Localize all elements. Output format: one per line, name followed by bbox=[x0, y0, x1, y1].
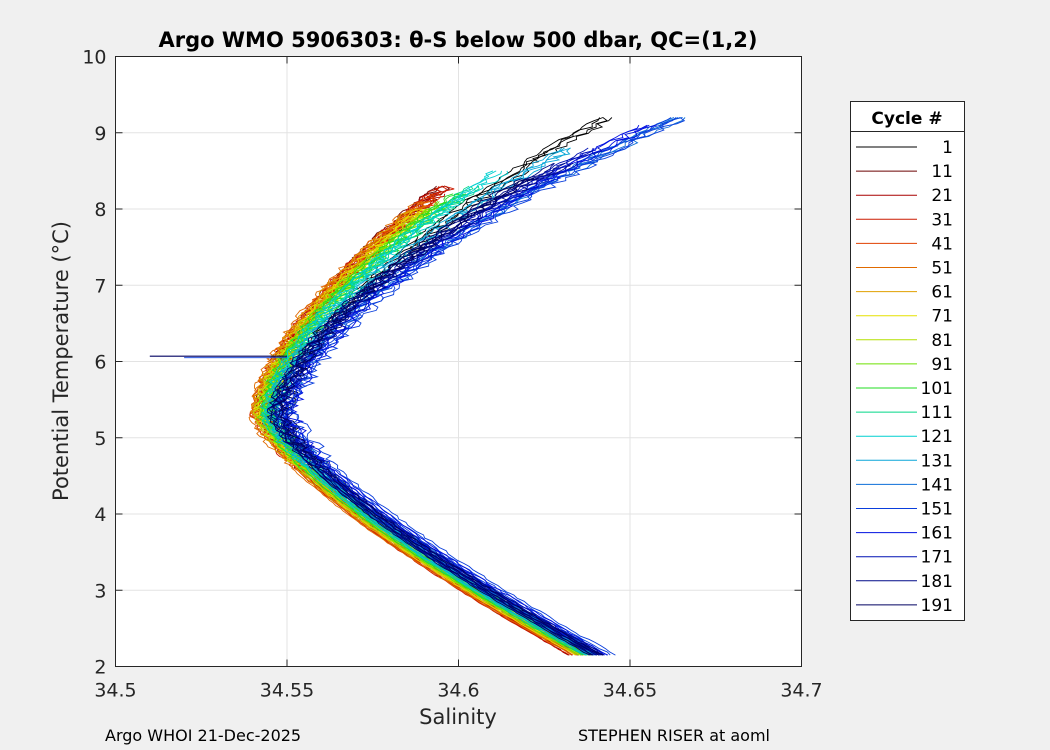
legend-label-41: 41 bbox=[931, 234, 953, 254]
curve-cycle-151 bbox=[291, 117, 686, 656]
legend-label-131: 131 bbox=[921, 451, 953, 471]
legend: Cycle # 11121314151617181911011111211311… bbox=[850, 101, 965, 621]
curve-cycle-191 bbox=[266, 178, 591, 656]
legend-label-91: 91 bbox=[931, 355, 953, 375]
legend-label-71: 71 bbox=[931, 307, 953, 327]
y-tick-label: 2 bbox=[94, 657, 106, 679]
legend-label-161: 161 bbox=[921, 524, 953, 544]
y-tick-labels: 2 3 4 5 6 7 8 9 10 bbox=[82, 47, 106, 679]
x-tick-label: 34.65 bbox=[603, 680, 657, 702]
x-tick-label: 34.6 bbox=[437, 680, 479, 702]
legend-label-1: 1 bbox=[942, 138, 953, 158]
curve-cycle-191 bbox=[270, 178, 594, 656]
legend-label-141: 141 bbox=[921, 475, 953, 495]
x-tick-labels: 34.5 34.55 34.6 34.65 34.7 bbox=[94, 680, 822, 702]
x-axis-label: Salinity bbox=[419, 705, 497, 729]
y-tick-label: 5 bbox=[94, 428, 106, 450]
x-tick-label: 34.7 bbox=[780, 680, 822, 702]
legend-label-61: 61 bbox=[931, 283, 953, 303]
legend-label-191: 191 bbox=[921, 596, 953, 616]
y-axis-label: Potential Temperature (°C) bbox=[49, 221, 73, 501]
legend-label-31: 31 bbox=[931, 210, 953, 230]
curve-cycle-161 bbox=[284, 124, 650, 656]
y-tick-label: 6 bbox=[94, 352, 106, 374]
footer-right: STEPHEN RISER at aoml bbox=[578, 726, 770, 745]
y-tick-label: 8 bbox=[94, 199, 106, 221]
curve-cycle-91 bbox=[256, 201, 580, 656]
grid-lines bbox=[115, 56, 802, 667]
legend-label-111: 111 bbox=[921, 403, 953, 423]
legend-label-21: 21 bbox=[931, 186, 953, 206]
legend-title: Cycle # bbox=[871, 109, 942, 129]
curve-cycle-51 bbox=[248, 200, 572, 656]
legend-label-181: 181 bbox=[921, 572, 953, 592]
y-tick-label: 7 bbox=[94, 275, 106, 297]
y-tick-label: 3 bbox=[94, 580, 106, 602]
legend-box bbox=[850, 101, 965, 621]
tick-marks bbox=[115, 56, 802, 667]
curve-cycle-191 bbox=[277, 178, 603, 656]
series-191 bbox=[266, 178, 603, 656]
x-tick-label: 34.5 bbox=[94, 680, 136, 702]
legend-label-171: 171 bbox=[921, 548, 953, 568]
legend-label-51: 51 bbox=[931, 259, 953, 279]
x-tick-label: 34.55 bbox=[260, 680, 314, 702]
legend-items: 1112131415161718191101111121131141151161… bbox=[856, 138, 953, 616]
curve-cycle-101 bbox=[259, 193, 584, 656]
legend-label-101: 101 bbox=[921, 379, 953, 399]
y-tick-label: 10 bbox=[82, 47, 106, 69]
chart-title: Argo WMO 5906303: θ-S below 500 dbar, QC… bbox=[159, 28, 758, 52]
legend-label-151: 151 bbox=[921, 500, 953, 520]
footer-left: Argo WHOI 21-Dec-2025 bbox=[105, 726, 301, 745]
legend-label-81: 81 bbox=[931, 331, 953, 351]
curve-cycle-181 bbox=[278, 162, 604, 656]
y-tick-label: 9 bbox=[94, 123, 106, 145]
curve-cycle-181 bbox=[270, 162, 597, 656]
curve-cycle-61 bbox=[249, 208, 577, 656]
data-curves bbox=[149, 117, 686, 656]
legend-label-121: 121 bbox=[921, 427, 953, 447]
legend-label-11: 11 bbox=[931, 162, 953, 182]
curve-cycle-121 bbox=[260, 170, 588, 656]
curve-cycle-161 bbox=[285, 124, 657, 656]
y-tick-label: 4 bbox=[94, 504, 106, 526]
